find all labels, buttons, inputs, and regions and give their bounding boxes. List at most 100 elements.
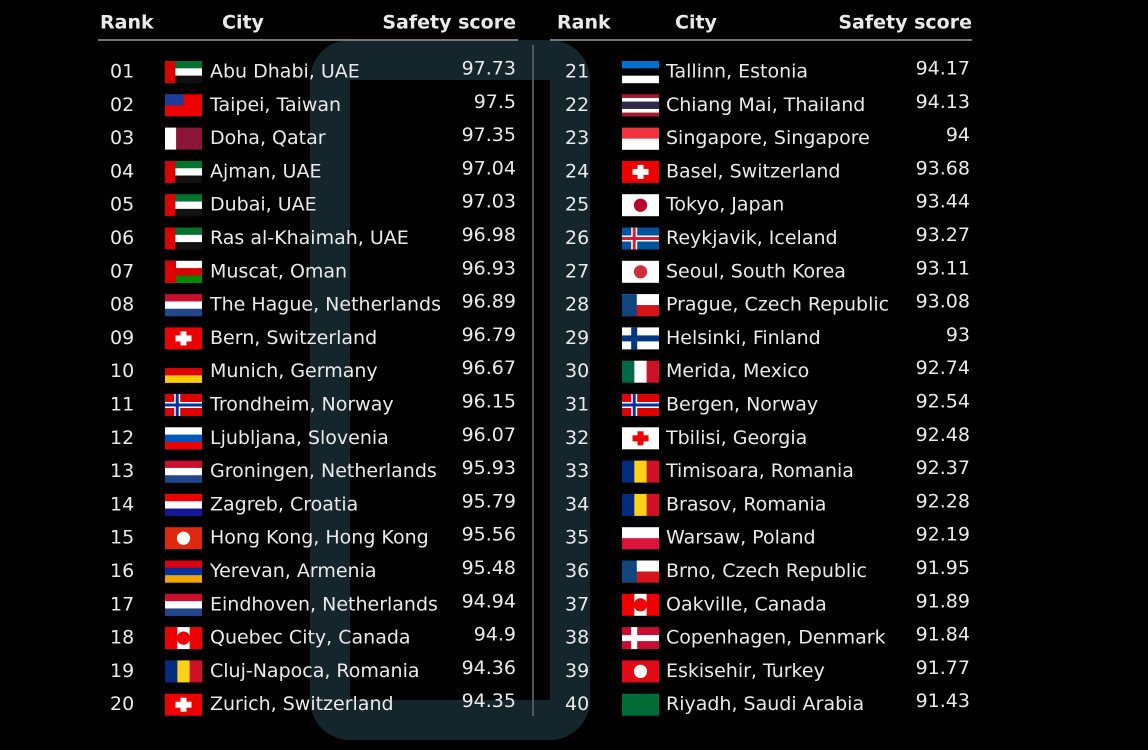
city: Eskisehir, Turkey (666, 660, 825, 682)
flag-part (165, 194, 176, 217)
city: Riyadh, Saudi Arabia (666, 693, 864, 715)
flag-part (176, 531, 191, 545)
flag-part (165, 260, 202, 269)
flag-part (622, 101, 659, 106)
city: Abu Dhabi, UAE (210, 61, 360, 83)
flag-icon (165, 693, 202, 716)
rank: 38 (565, 627, 589, 649)
flag-part (165, 301, 202, 309)
flag-part (175, 335, 192, 342)
flag-part (622, 693, 659, 716)
safety-score: 97.04 (462, 157, 516, 179)
flag-part (165, 427, 202, 435)
city: Seoul, South Korea (666, 260, 846, 282)
flag-part (165, 403, 202, 407)
city: Chiang Mai, Thailand (666, 94, 865, 116)
city: Copenhagen, Denmark (666, 627, 886, 649)
rank: 21 (565, 61, 589, 83)
flag-part (165, 168, 202, 176)
flag-part (165, 434, 202, 443)
rank: 37 (565, 593, 589, 615)
rank: 05 (110, 194, 134, 216)
city: Ajman, UAE (210, 160, 321, 182)
rank: 34 (565, 493, 589, 515)
flag-icon (165, 294, 202, 317)
rank: 06 (110, 227, 134, 249)
flag-icon (622, 194, 659, 217)
safety-score: 97.35 (462, 124, 516, 146)
flag-icon (165, 127, 202, 150)
rank: 33 (565, 460, 589, 482)
rank: 23 (565, 127, 589, 149)
flag-part (622, 593, 635, 616)
rank: 30 (565, 360, 589, 382)
flag-part (165, 194, 202, 202)
flag-part (622, 527, 659, 539)
rank: 13 (110, 460, 134, 482)
rank: 22 (565, 94, 589, 116)
flag-part (622, 112, 659, 117)
safety-score: 94.17 (916, 58, 970, 80)
city: Bern, Switzerland (210, 327, 377, 349)
safety-score: 92.74 (916, 357, 970, 379)
flag-part (165, 61, 176, 83)
flag-part (646, 593, 660, 616)
flag-part (165, 160, 202, 169)
city: Basel, Switzerland (666, 160, 840, 182)
city: The Hague, Netherlands (209, 294, 441, 316)
safety-score: 93 (946, 324, 970, 346)
flag-part (165, 61, 202, 69)
flag-part (165, 242, 202, 250)
rank: 28 (565, 294, 589, 316)
safety-score: 94.9 (474, 624, 516, 646)
safety-score: 94.36 (462, 657, 516, 679)
safety-score: 91.95 (916, 557, 970, 579)
flag-part (165, 201, 202, 210)
flag-part (646, 493, 660, 516)
flag-part (165, 127, 177, 150)
city: Tbilisi, Georgia (665, 427, 807, 449)
flag-part (177, 660, 190, 683)
city: Ljubljana, Slovenia (210, 427, 389, 449)
flag-part (165, 460, 202, 469)
flag-part (165, 493, 202, 502)
flag-icon (622, 560, 659, 583)
flag-part (189, 660, 203, 683)
flag-part (622, 97, 659, 102)
safety-score: 95.48 (462, 557, 516, 579)
flag-part (633, 265, 648, 279)
flag-icon (165, 660, 203, 683)
city: Singapore, Singapore (666, 127, 870, 149)
safety-score: 94.94 (462, 590, 516, 612)
safety-score: 96.67 (462, 357, 516, 379)
flag-part (165, 208, 202, 217)
flag-part (165, 294, 202, 302)
flag-icon (165, 527, 202, 550)
column-header: Rank (557, 12, 611, 34)
city: Brno, Czech Republic (666, 560, 867, 582)
flag-part (165, 275, 202, 283)
flag-part (622, 94, 659, 99)
flag-icon (165, 94, 202, 117)
safety-score: 94.13 (916, 91, 970, 113)
city: Helsinki, Finland (666, 327, 821, 349)
flag-part (165, 508, 202, 517)
safety-score: 92.28 (916, 490, 970, 512)
safety-score: 94.35 (462, 690, 516, 712)
flag-part (622, 75, 659, 84)
rank: 39 (565, 660, 589, 682)
rank: 11 (110, 394, 134, 416)
city: Ras al-Khaimah, UAE (210, 227, 409, 249)
flag-icon (165, 194, 202, 217)
city: Hong Kong, Hong Kong (210, 527, 429, 549)
flag-part (622, 571, 659, 583)
safety-score: 92.54 (916, 391, 970, 413)
city: Groningen, Netherlands (210, 460, 437, 482)
rank: 20 (110, 693, 134, 715)
safety-score: 93.44 (916, 191, 970, 213)
rank: 01 (110, 61, 134, 83)
flag-icon (622, 127, 659, 150)
safety-score: 92.37 (916, 457, 970, 479)
safety-score: 91.77 (916, 657, 970, 679)
